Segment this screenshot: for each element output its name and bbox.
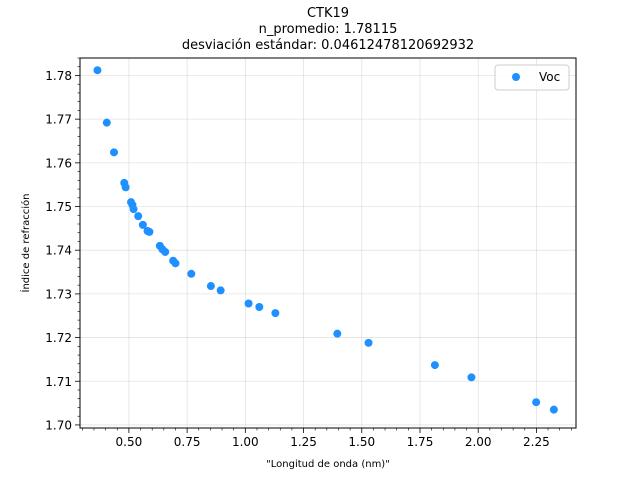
y-tick-label: 1.71 xyxy=(45,375,72,389)
legend-marker xyxy=(512,73,520,81)
data-point xyxy=(532,398,541,407)
data-point xyxy=(187,269,196,278)
y-tick-label: 1.74 xyxy=(45,244,72,258)
data-point xyxy=(121,183,130,192)
data-point xyxy=(244,299,253,308)
x-tick-label: 1.75 xyxy=(407,435,434,449)
x-tick-label: 2.00 xyxy=(465,435,492,449)
y-tick-label: 1.70 xyxy=(45,418,72,432)
y-axis-label: Índice de refracción xyxy=(19,194,32,293)
legend-box xyxy=(494,64,570,91)
y-tick-label: 1.78 xyxy=(45,69,72,83)
y-tick-label: 1.77 xyxy=(45,113,72,127)
data-point xyxy=(161,247,170,256)
data-point xyxy=(171,259,180,268)
data-point xyxy=(333,329,342,338)
legend: Voc xyxy=(494,64,570,91)
y-tick-label: 1.75 xyxy=(45,200,72,214)
data-point xyxy=(467,373,476,382)
data-point xyxy=(364,338,373,347)
x-tick-label: 0.50 xyxy=(116,435,143,449)
x-tick-label: 1.00 xyxy=(232,435,259,449)
y-tick-label: 1.76 xyxy=(45,156,72,170)
x-tick-label: 0.75 xyxy=(174,435,201,449)
plot-frame xyxy=(79,57,577,429)
data-point xyxy=(102,118,111,127)
data-point xyxy=(109,148,118,157)
chart-title-line-1: CTK19 xyxy=(307,6,349,21)
x-tick-label: 1.25 xyxy=(290,435,317,449)
data-point xyxy=(216,286,225,295)
y-axis: 1.70 1.71 1.72 1.73 1.74 1.75 1.76 1.77 1.78 xyxy=(45,57,80,432)
data-point xyxy=(549,405,558,414)
data-point xyxy=(271,309,280,318)
y-tick-label: 1.73 xyxy=(45,287,72,301)
data-point xyxy=(138,220,147,229)
x-tick-label: 2.25 xyxy=(523,435,550,449)
data-point xyxy=(255,302,264,311)
x-tick-label: 1.50 xyxy=(348,435,375,449)
data-point xyxy=(206,282,215,291)
data-point xyxy=(93,66,102,75)
x-axis-label: "Longitud de onda (nm)" xyxy=(266,459,390,470)
data-point xyxy=(129,205,138,214)
data-point xyxy=(145,227,154,236)
chart-title-line-3: desviación estándar: 0.04612478120692932 xyxy=(182,38,474,53)
x-axis: 0.50 0.75 1.00 1.25 1.50 1.75 2.00 2.25 xyxy=(82,428,572,449)
grid-lines xyxy=(80,58,576,428)
data-point xyxy=(430,361,439,370)
data-points xyxy=(93,66,558,414)
legend-label: Voc xyxy=(539,70,560,84)
chart-title-line-2: n_promedio: 1.78115 xyxy=(259,22,398,37)
y-tick-label: 1.72 xyxy=(45,331,72,345)
data-point xyxy=(134,212,143,221)
